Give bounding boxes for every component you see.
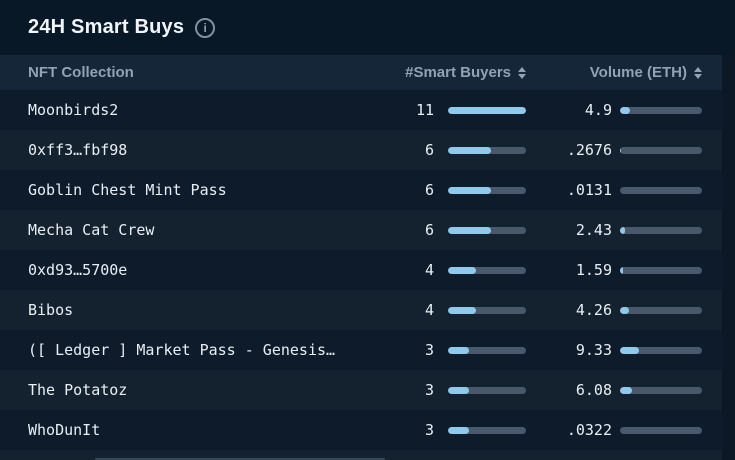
smart-buyers-bar <box>448 186 526 194</box>
volume-bar <box>620 186 702 194</box>
volume-cell: 2.43 <box>526 221 702 239</box>
collection-name[interactable]: Bibos <box>28 301 74 319</box>
smart-buyers-count: 11 <box>415 101 434 119</box>
smart-buyers-count: 3 <box>424 341 434 359</box>
volume-bar <box>620 266 702 274</box>
sort-icon[interactable] <box>518 66 526 79</box>
volume-cell: .2676 <box>526 141 702 159</box>
volume-eth-value: 4.26 <box>575 301 612 319</box>
volume-cell: 1.59 <box>526 261 702 279</box>
info-icon[interactable]: i <box>195 17 216 38</box>
collection-name[interactable]: WhoDunIt <box>28 421 101 439</box>
table-header-row: NFT Collection #Smart Buyers Volume (ETH… <box>0 55 722 90</box>
smart-buyers-count: 6 <box>424 221 434 239</box>
volume-bar <box>620 346 702 354</box>
volume-eth-value: 2.43 <box>575 221 612 239</box>
volume-cell: 4.26 <box>526 301 702 319</box>
volume-eth-value: 1.59 <box>575 261 612 279</box>
smart-buyers-cell: 6 <box>386 221 526 239</box>
smart-buyers-bar <box>448 426 526 434</box>
column-header-volume-eth[interactable]: Volume (ETH) <box>526 64 702 81</box>
collection-name[interactable]: Mecha Cat Crew <box>28 221 155 239</box>
table-row[interactable]: Mecha Cat Crew 6 2.43 <box>0 210 722 250</box>
volume-eth-value: .2676 <box>566 141 612 159</box>
volume-bar <box>620 226 702 234</box>
volume-cell: .0322 <box>526 421 702 439</box>
table-row[interactable]: Bibos 4 4.26 <box>0 290 722 330</box>
table-body: Moonbirds2 11 4.9 0xff3…fbf98 6 .2676 Go… <box>0 90 722 450</box>
volume-bar <box>620 106 702 114</box>
smart-buyers-cell: 4 <box>386 261 526 279</box>
column-header-smart-buyers-label: #Smart Buyers <box>405 64 511 81</box>
smart-buyers-bar <box>448 346 526 354</box>
volume-cell: 9.33 <box>526 341 702 359</box>
smart-buyers-bar <box>448 266 526 274</box>
smart-buyers-bar <box>448 226 526 234</box>
smart-buyers-count: 3 <box>424 381 434 399</box>
table-row[interactable]: Goblin Chest Mint Pass 6 .0131 <box>0 170 722 210</box>
smart-buyers-count: 4 <box>424 301 434 319</box>
column-header-volume-eth-label: Volume (ETH) <box>589 64 687 81</box>
sort-icon[interactable] <box>694 66 702 79</box>
table-row[interactable]: WhoDunIt 3 .0322 <box>0 410 722 450</box>
partial-next-row <box>0 450 722 460</box>
right-gutter <box>722 55 735 460</box>
volume-cell: .0131 <box>526 181 702 199</box>
smart-buyers-cell: 4 <box>386 301 526 319</box>
page-title: 24H Smart Buys <box>28 16 185 38</box>
collection-name[interactable]: Goblin Chest Mint Pass <box>28 181 227 199</box>
column-header-nft-collection: NFT Collection <box>28 64 134 81</box>
smart-buyers-cell: 6 <box>386 141 526 159</box>
collection-name[interactable]: Moonbirds2 <box>28 101 119 119</box>
smart-buyers-cell: 6 <box>386 181 526 199</box>
volume-eth-value: 4.9 <box>584 101 612 119</box>
volume-eth-value: .0131 <box>566 181 612 199</box>
smart-buyers-count: 6 <box>424 181 434 199</box>
table-row[interactable]: 0xff3…fbf98 6 .2676 <box>0 130 722 170</box>
collection-name[interactable]: 0xff3…fbf98 <box>28 141 128 159</box>
volume-eth-value: .0322 <box>566 421 612 439</box>
volume-cell: 4.9 <box>526 101 702 119</box>
smart-buyers-cell: 11 <box>386 101 526 119</box>
smart-buyers-bar <box>448 106 526 114</box>
collection-name[interactable]: The Potatoz <box>28 381 128 399</box>
volume-bar <box>620 426 702 434</box>
volume-eth-value: 9.33 <box>575 341 612 359</box>
smart-buyers-bar <box>448 146 526 154</box>
volume-eth-value: 6.08 <box>575 381 612 399</box>
smart-buyers-count: 4 <box>424 261 434 279</box>
table-row[interactable]: 0xd93…5700e 4 1.59 <box>0 250 722 290</box>
smart-buyers-cell: 3 <box>386 341 526 359</box>
volume-cell: 6.08 <box>526 381 702 399</box>
smart-buyers-cell: 3 <box>386 421 526 439</box>
smart-buyers-count: 3 <box>424 421 434 439</box>
volume-bar <box>620 146 702 154</box>
table-row[interactable]: The Potatoz 3 6.08 <box>0 370 722 410</box>
table-row[interactable]: ([ Ledger ] Market Pass - Genesis… 3 9.3… <box>0 330 722 370</box>
smart-buys-table: NFT Collection #Smart Buyers Volume (ETH… <box>0 55 722 460</box>
smart-buyers-bar <box>448 386 526 394</box>
volume-bar <box>620 386 702 394</box>
table-row[interactable]: Moonbirds2 11 4.9 <box>0 90 722 130</box>
smart-buyers-count: 6 <box>424 141 434 159</box>
collection-name[interactable]: ([ Ledger ] Market Pass - Genesis… <box>28 341 336 359</box>
smart-buyers-bar <box>448 306 526 314</box>
volume-bar <box>620 306 702 314</box>
smart-buyers-cell: 3 <box>386 381 526 399</box>
title-bar: 24H Smart Buys i <box>0 0 735 55</box>
collection-name[interactable]: 0xd93…5700e <box>28 261 128 279</box>
column-header-smart-buyers[interactable]: #Smart Buyers <box>386 64 526 81</box>
